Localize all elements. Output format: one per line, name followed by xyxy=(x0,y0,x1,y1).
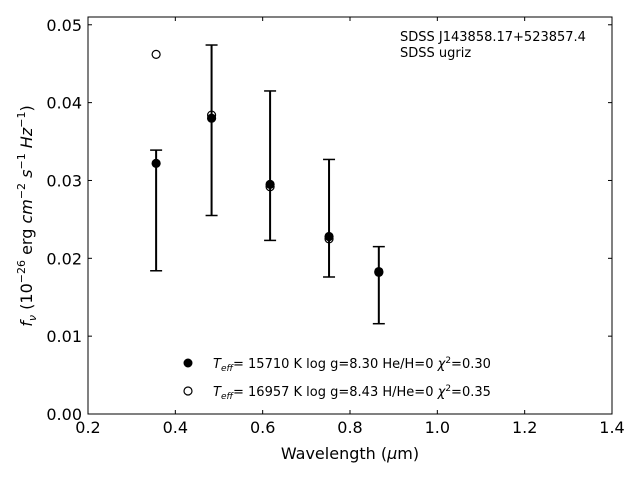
y-tick-label: 0.00 xyxy=(46,405,82,424)
model-point-filled xyxy=(206,113,217,123)
model-point-filled xyxy=(324,231,334,242)
model-point-open xyxy=(206,110,217,120)
plot-frame xyxy=(87,16,613,415)
model-point-open xyxy=(324,234,334,244)
y-tick-label: 0.03 xyxy=(46,171,82,190)
y-tick-label: 0.05 xyxy=(46,16,82,35)
x-tick-label: 0.8 xyxy=(337,418,362,437)
x-tick-label: 1.2 xyxy=(512,418,537,437)
legend-marker-open xyxy=(183,386,193,396)
legend-entry-1: Teff= 15710 K log g=8.30 He/H=0 χ2=0.30 xyxy=(213,356,491,374)
y-axis: 0.00 0.01 0.02 0.03 0.04 0.05 xyxy=(46,16,612,424)
annotation-line-2: SDSS ugriz xyxy=(400,46,471,61)
model-point-open xyxy=(151,49,161,59)
error-bars xyxy=(150,44,385,325)
legend-entry-2: Teff= 16957 K log g=8.43 H/He=0 χ2=0.35 xyxy=(213,384,491,402)
x-tick-label: 1.4 xyxy=(599,418,624,437)
legend: Teff= 15710 K log g=8.30 He/H=0 χ2=0.30 … xyxy=(183,356,491,402)
model-point-open xyxy=(374,267,384,277)
legend-marker-filled xyxy=(183,358,193,368)
x-axis: 0.2 0.4 0.6 0.8 1.0 1.2 1.4 xyxy=(75,17,625,437)
x-tick-label: 0.6 xyxy=(250,418,275,437)
model-point-filled xyxy=(151,158,161,168)
x-tick-label: 1.0 xyxy=(425,418,450,437)
data-points xyxy=(151,49,384,277)
x-axis-label: Wavelength (μm) xyxy=(281,444,419,463)
y-tick-label: 0.01 xyxy=(46,327,82,346)
y-axis-label: fν (10−26 erg cm−2 s−1 Hz−1) xyxy=(15,105,39,326)
model-point-open xyxy=(265,182,275,192)
model-point-filled xyxy=(265,179,275,189)
annotation-line-1: SDSS J143858.17+523857.4 xyxy=(400,30,586,45)
y-tick-label: 0.02 xyxy=(46,249,82,268)
y-tick-label: 0.04 xyxy=(46,94,82,113)
x-tick-label: 0.4 xyxy=(163,418,188,437)
x-tick-label: 0.2 xyxy=(75,418,100,437)
